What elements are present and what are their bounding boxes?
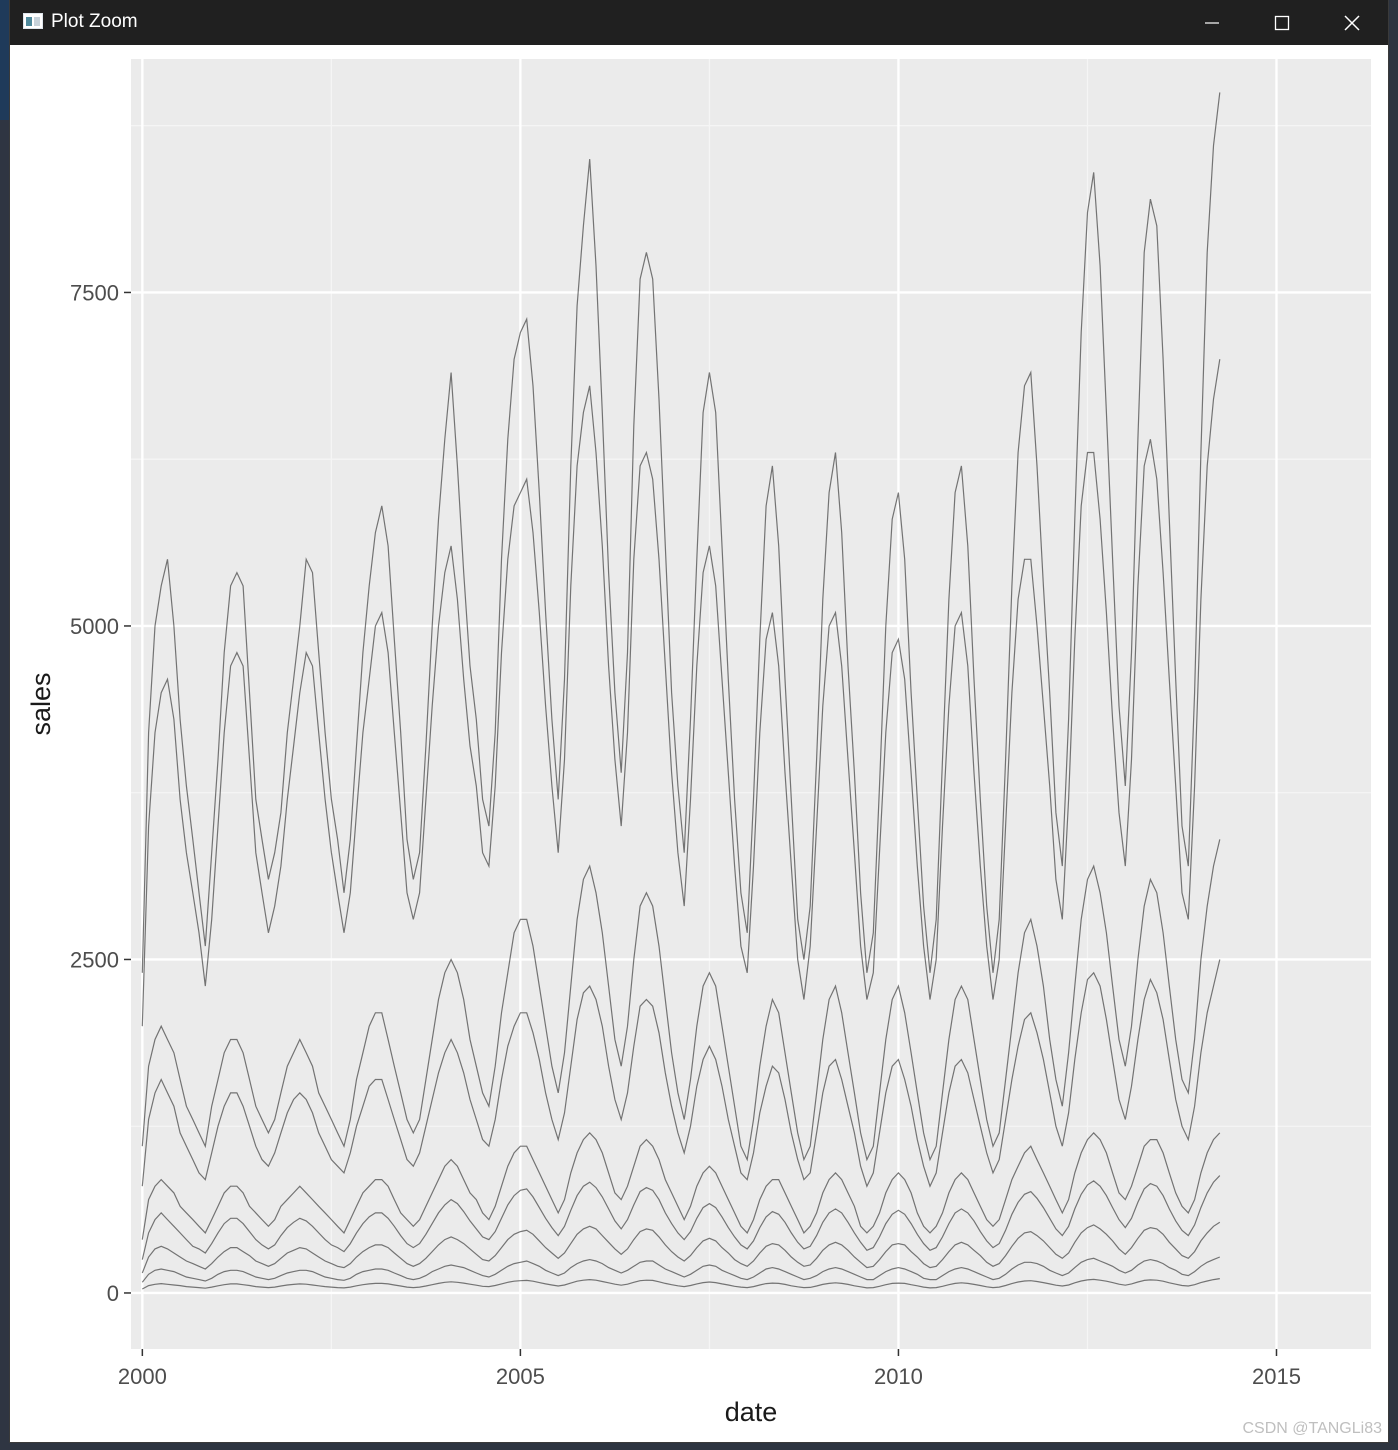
sales-line-chart: 2000 2005 2010 2015 0 2500 5000 7500 date sales [26,59,1371,1427]
desktop-edge [0,0,10,1450]
series-line-5 [141,1132,1221,1240]
title-bar[interactable]: Plot Zoom [10,0,1388,45]
x-tick-label: 2010 [874,1364,923,1389]
y-tick-label: 2500 [70,947,119,972]
plot-zoom-icon [23,13,43,29]
maximize-icon [1274,15,1290,30]
x-tick-label: 2000 [118,1364,167,1389]
series-line-4 [141,959,1221,1188]
series-line-8 [141,1256,1221,1283]
y-tick-label: 5000 [70,614,119,639]
series-line-1 [141,92,1221,973]
series-line-3 [141,839,1221,1162]
y-tick-label: 7500 [70,280,119,305]
x-tick-label: 2015 [1252,1364,1301,1389]
y-axis-title: sales [26,672,56,735]
minimize-button[interactable] [1177,0,1247,45]
panel-background [131,59,1371,1349]
plot-zoom-window: Plot Zoom 2000 2005 2010 2015 0 2500 5000 7500 d… [10,0,1388,1442]
watermark-text: CSDN @TANGLi83 [1242,1420,1382,1437]
maximize-button[interactable] [1247,0,1317,45]
window-title: Plot Zoom [51,11,138,32]
y-tick-label: 0 [107,1281,119,1306]
series-line-9 [142,1278,1220,1290]
minimize-icon [1205,21,1219,24]
x-tick-label: 2005 [496,1364,545,1389]
close-icon [1344,14,1360,31]
x-axis-title: date [725,1397,778,1427]
series-line-2 [141,359,1221,1027]
close-button[interactable] [1317,0,1387,45]
series-line-7 [141,1221,1221,1274]
plot-area: 2000 2005 2010 2015 0 2500 5000 7500 date sales C… [10,45,1388,1442]
series-line-6 [141,1175,1221,1260]
